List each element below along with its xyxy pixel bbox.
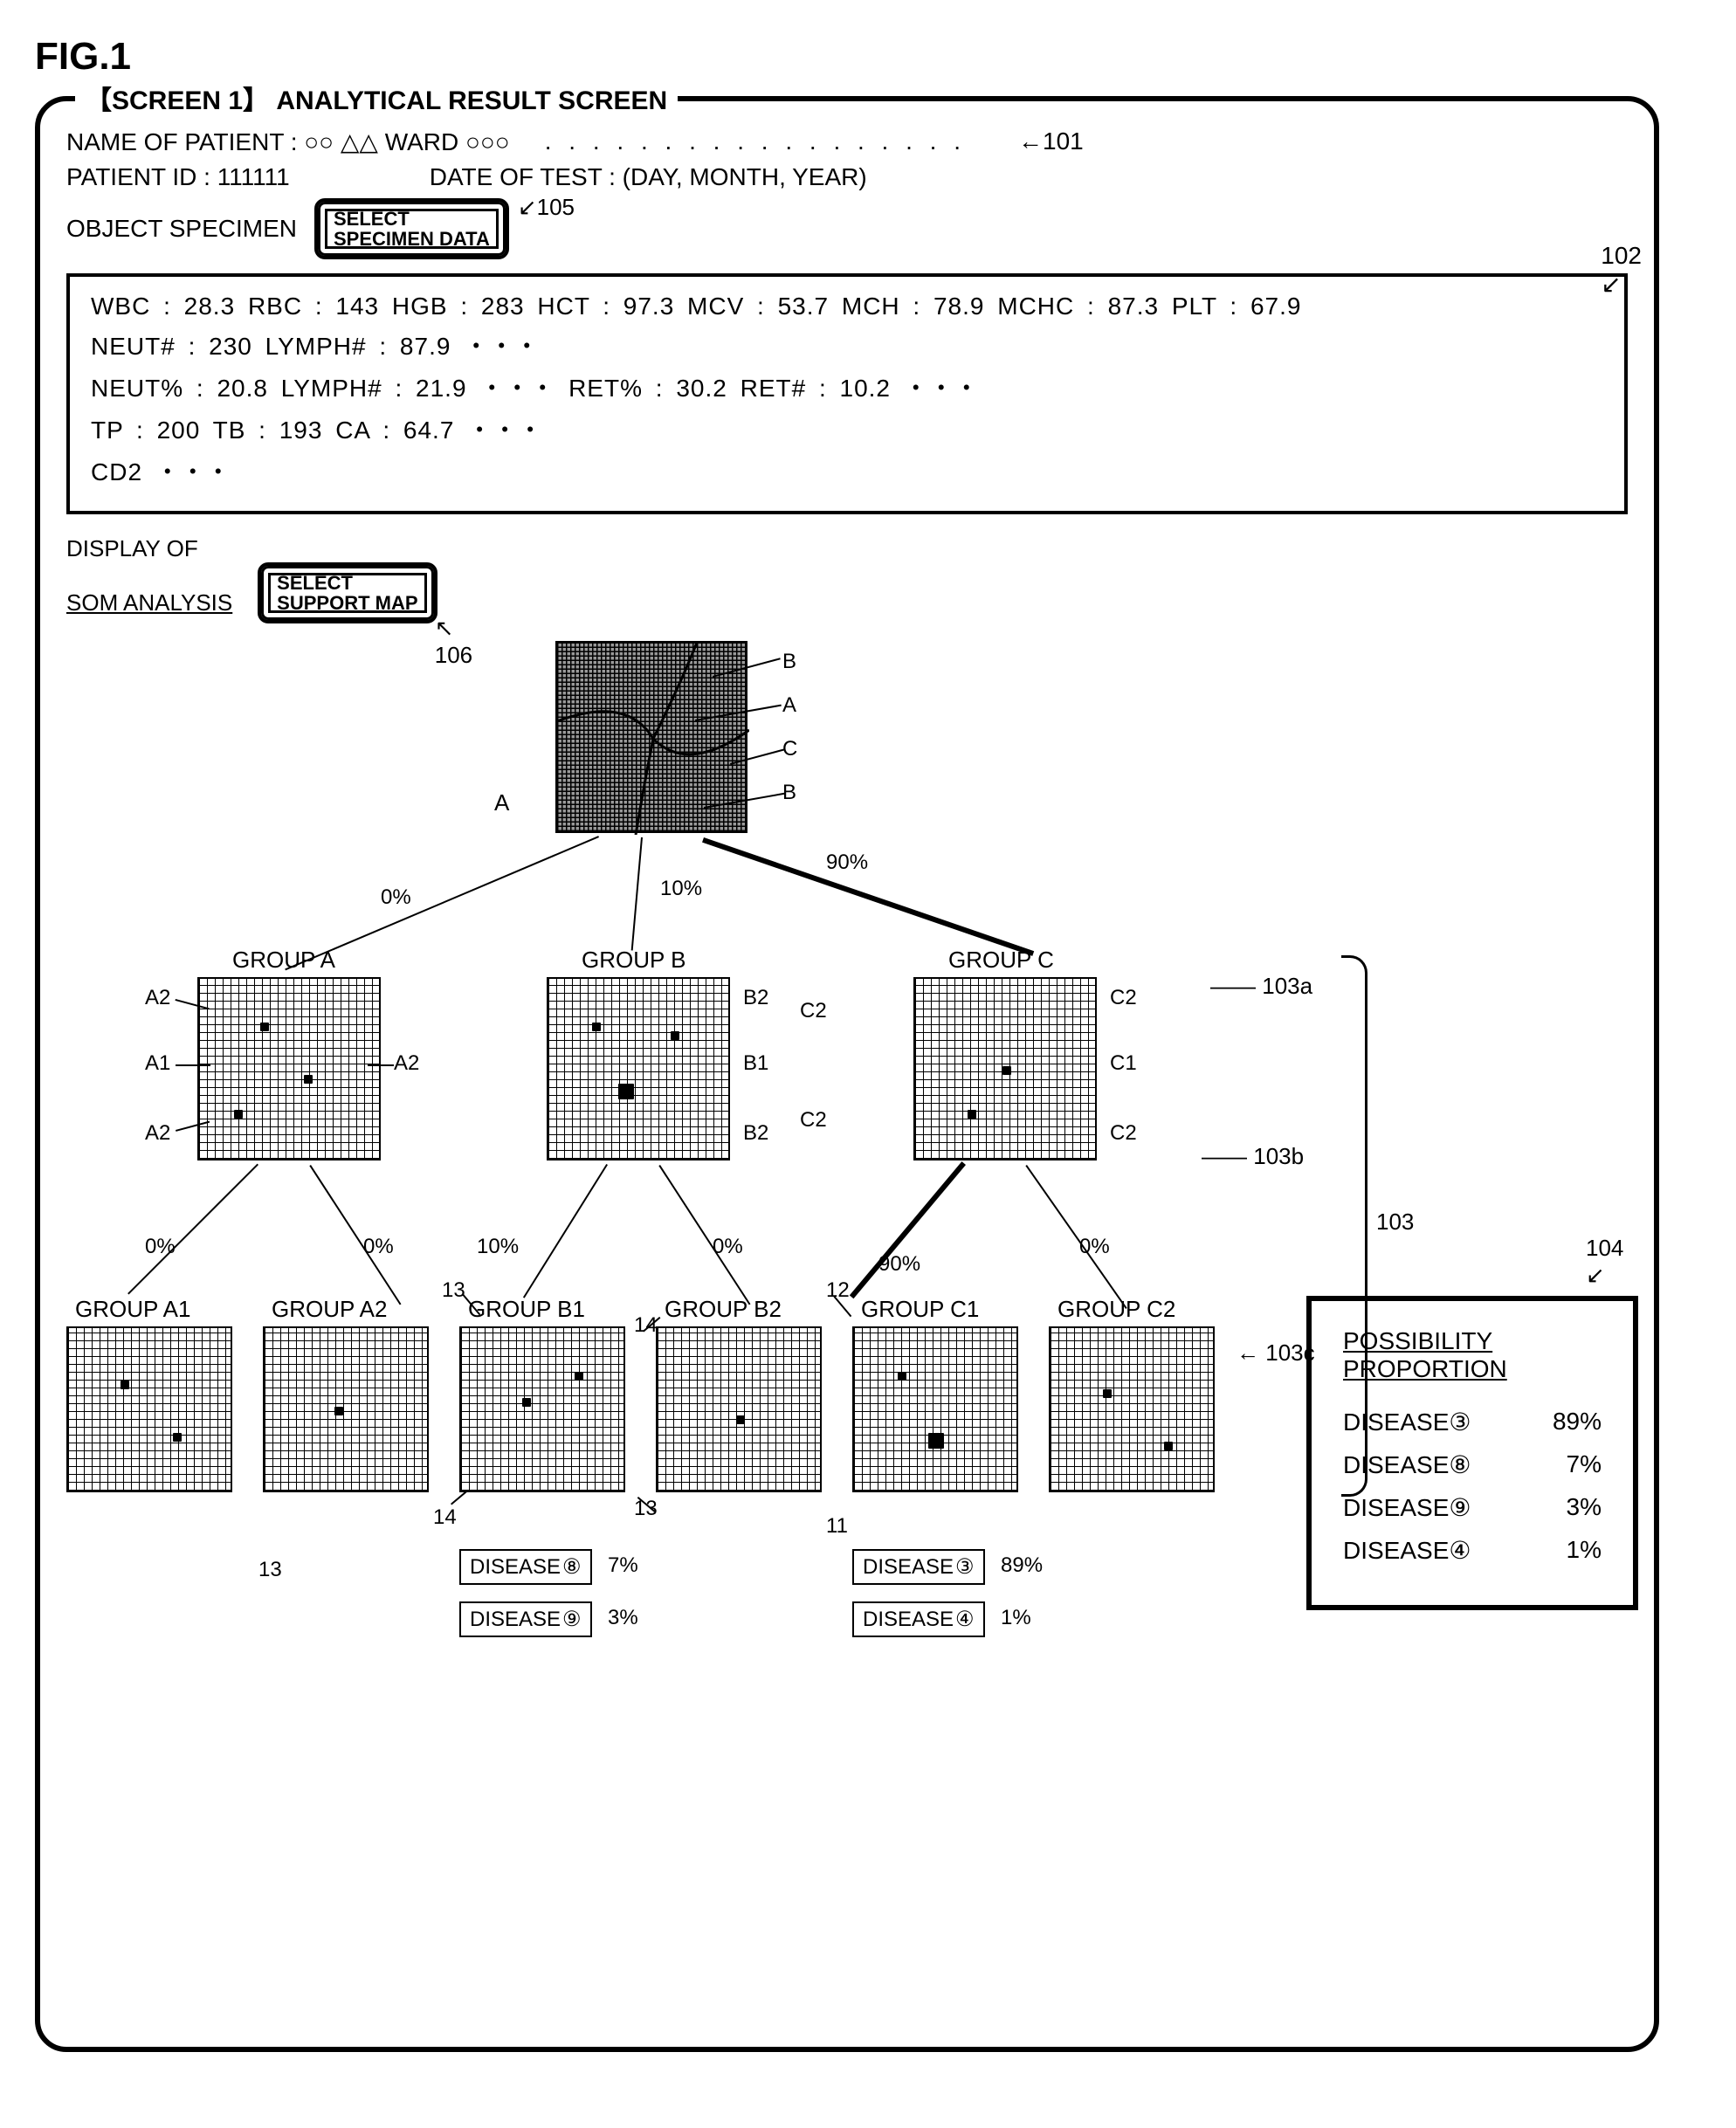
specimen-data-box: WBC : 28.3 RBC : 143 HGB : 283 HCT : 97.…: [66, 273, 1628, 514]
ref-103c: ← 103c: [1237, 1339, 1315, 1367]
disease-4-box: DISEASE④: [852, 1601, 985, 1637]
ref-101: ←101: [1018, 127, 1084, 156]
disease-3-box: DISEASE③: [852, 1549, 985, 1585]
disease-8-box: DISEASE⑧: [459, 1549, 592, 1585]
data-line-5: CD2 ・・・: [91, 453, 1603, 488]
result-row-0: DISEASE③89%: [1343, 1408, 1602, 1436]
top-label-A: A: [494, 789, 509, 816]
patient-block: NAME OF PATIENT : ○○ △△ WARD ○○○ ←101 PA…: [66, 127, 1628, 259]
data-line-1: WBC : 28.3 RBC : 143 HGB : 283 HCT : 97.…: [91, 293, 1603, 320]
result-row-1: DISEASE⑧7%: [1343, 1450, 1602, 1479]
som-title: DISPLAY OFSOM ANALYSIS SELECT SUPPORT MA…: [66, 535, 1628, 623]
ref-104: 104↙: [1586, 1235, 1623, 1289]
result-box: POSSIBILITY PROPORTION DISEASE③89% DISEA…: [1306, 1296, 1638, 1610]
ref-102: 102↙: [1601, 242, 1642, 299]
group-a2-map[interactable]: [263, 1326, 429, 1492]
pct-top-right: 90%: [826, 851, 868, 875]
select-specimen-button[interactable]: SELECT SPECIMEN DATA: [314, 198, 509, 259]
group-c1-map[interactable]: [852, 1326, 1018, 1492]
group-c-map[interactable]: [913, 977, 1097, 1160]
som-area: A B A C B 0% 10% 90% GROUP A A2 A1 A2 A2: [66, 623, 1628, 1890]
group-b-label: GROUP B: [582, 947, 685, 974]
data-line-3: NEUT% : 20.8 LYMPH# : 21.9 ・・・ RET% : 30…: [91, 369, 1603, 404]
group-a1-map[interactable]: [66, 1326, 232, 1492]
ref-103a: —— 103a: [1210, 973, 1312, 1000]
group-b1-map[interactable]: [459, 1326, 625, 1492]
disease-9-box: DISEASE⑨: [459, 1601, 592, 1637]
top-side-a: A: [782, 693, 796, 718]
result-row-3: DISEASE④1%: [1343, 1536, 1602, 1565]
group-c-label: GROUP C: [948, 947, 1054, 974]
data-line-4: TP : 200 TB : 193 CA : 64.7 ・・・: [91, 411, 1603, 446]
ref-105: ↙105: [518, 194, 575, 221]
patient-id: PATIENT ID : 111111: [66, 163, 290, 191]
ref-103b: —— 103b: [1202, 1143, 1304, 1170]
screen-banner: 【SCREEN 1】 ANALYTICAL RESULT SCREEN: [75, 79, 678, 117]
result-row-2: DISEASE⑨3%: [1343, 1493, 1602, 1522]
group-a-map[interactable]: [197, 977, 381, 1160]
figure-label: FIG.1: [35, 35, 1701, 79]
ref-103: 103: [1376, 1209, 1414, 1236]
group-b-map[interactable]: [547, 977, 730, 1160]
pct-top-mid: 10%: [660, 877, 702, 901]
top-side-b: B: [782, 650, 796, 674]
screen-frame: 【SCREEN 1】 ANALYTICAL RESULT SCREEN NAME…: [35, 96, 1659, 2052]
result-title: POSSIBILITY PROPORTION: [1343, 1327, 1602, 1383]
group-b2-map[interactable]: [656, 1326, 822, 1492]
date-of-test: DATE OF TEST : (DAY, MONTH, YEAR): [430, 163, 867, 191]
object-specimen-label: OBJECT SPECIMEN: [66, 215, 297, 243]
select-support-map-button[interactable]: SELECT SUPPORT MAP: [258, 562, 437, 623]
dots-line: [545, 127, 966, 156]
data-line-2: NEUT# : 230 LYMPH# : 87.9 ・・・: [91, 327, 1603, 362]
group-c2-map[interactable]: [1049, 1326, 1215, 1492]
group-a-label: GROUP A: [232, 947, 335, 974]
patient-name-label: NAME OF PATIENT : ○○ △△ WARD ○○○: [66, 127, 510, 156]
pct-top-left: 0%: [381, 885, 411, 910]
